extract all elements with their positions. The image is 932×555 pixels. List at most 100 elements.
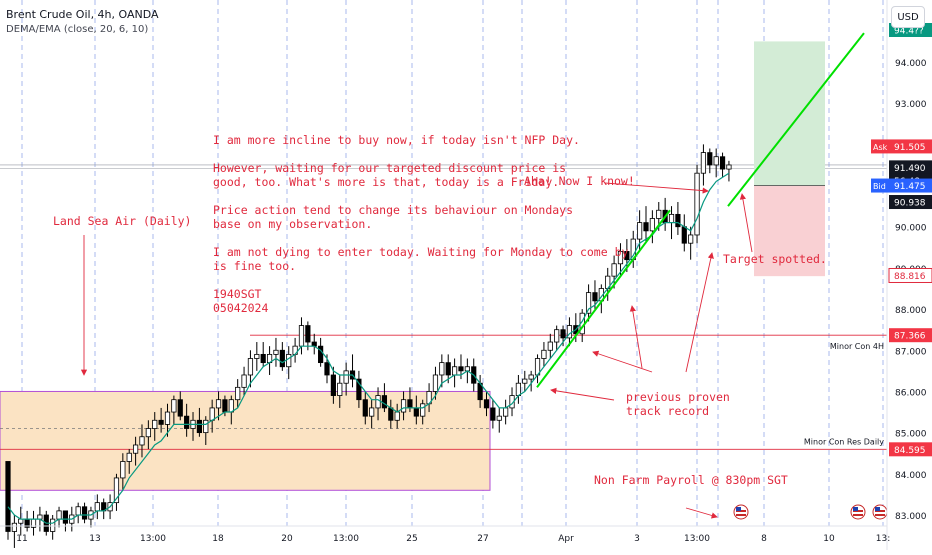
candle-body <box>241 374 247 388</box>
aha-annotation: Aha! Now I know! <box>524 174 635 188</box>
main-annotation: I am more incline to buy now, if today i… <box>213 133 629 315</box>
candle-body <box>707 152 713 166</box>
candle <box>318 337 324 367</box>
candle <box>547 333 553 359</box>
candle <box>522 370 528 392</box>
flag-stripe <box>875 514 885 516</box>
stop-zone <box>754 185 825 277</box>
ask-tag-bg <box>871 139 889 154</box>
candle <box>81 502 88 524</box>
minor-con-4h-price-bg <box>889 328 932 343</box>
ask-price-label: 91.505 <box>894 143 926 153</box>
candle-body <box>688 234 694 244</box>
candle-body <box>413 407 419 417</box>
candle-body <box>209 407 215 421</box>
candle <box>50 515 56 540</box>
candle <box>203 416 209 445</box>
candle <box>649 210 655 244</box>
candle-body <box>496 415 502 421</box>
candle <box>88 506 94 528</box>
candle <box>611 255 617 289</box>
candle-body <box>145 428 151 438</box>
candle-body <box>713 156 719 166</box>
y-tick-label: 93.000 <box>895 100 927 110</box>
candle <box>330 366 336 404</box>
candle <box>5 461 11 540</box>
candle <box>356 370 362 408</box>
candle-body <box>490 407 496 421</box>
bid-price-label: 91.475 <box>894 182 926 192</box>
candle-body <box>330 374 336 396</box>
symbol-title: Brent Crude Oil, 4h, OANDA <box>6 8 159 21</box>
x-tick-label: 18 <box>212 534 224 544</box>
trend-line-projection <box>727 32 865 207</box>
candle <box>349 354 356 388</box>
candle-body <box>528 374 534 380</box>
candle <box>24 510 30 532</box>
candle-body <box>18 518 24 524</box>
annotation-arrow <box>550 387 615 401</box>
candle <box>554 325 560 351</box>
candle-body <box>247 358 254 376</box>
y-tick-label: 85.000 <box>895 430 927 440</box>
candle <box>56 506 62 528</box>
candle-body <box>132 444 139 454</box>
candle <box>62 510 69 532</box>
trend-line-previous <box>536 209 671 388</box>
stop-price-label: 88.816 <box>894 272 926 282</box>
x-tick-label: 13: <box>876 534 890 544</box>
candle-body <box>560 329 566 339</box>
candle <box>343 362 349 396</box>
currency-button[interactable]: USD <box>891 6 925 28</box>
flag-canton <box>875 507 880 511</box>
candle <box>241 366 247 396</box>
candle <box>30 510 37 536</box>
candle <box>515 374 522 404</box>
minor-con-res-price-bg <box>889 442 932 457</box>
candle-body <box>311 341 317 347</box>
level-label-minor-con-4h: Minor Con 4H <box>830 342 884 351</box>
candle-body <box>62 510 69 524</box>
candle-body <box>120 461 126 479</box>
ema-line <box>7 172 730 524</box>
annotation-arrow <box>604 182 709 194</box>
minor-con-4h-price: 87.366 <box>894 332 926 342</box>
candle-body <box>592 292 598 302</box>
us-flag-icon <box>850 504 866 520</box>
annotation-arrow <box>685 252 714 373</box>
candle <box>490 399 496 429</box>
candle-body <box>649 218 655 232</box>
candle <box>184 403 190 437</box>
candle <box>451 358 458 388</box>
candle-body <box>139 436 145 446</box>
candle <box>681 214 687 252</box>
candle-body <box>324 362 330 376</box>
candle <box>694 164 700 244</box>
minor-con-res-price: 84.595 <box>894 446 926 456</box>
candle <box>362 391 368 425</box>
x-tick-label: 20 <box>281 534 293 544</box>
candle-body <box>50 518 56 532</box>
candle <box>75 502 81 524</box>
flag-canton <box>736 507 741 511</box>
candle <box>400 391 407 421</box>
candle <box>585 284 592 322</box>
candle-body <box>726 164 732 170</box>
ask-tag: Ask <box>873 143 888 152</box>
candle <box>18 506 24 536</box>
candle-body <box>611 263 617 277</box>
x-tick-label: 13:00 <box>684 534 710 544</box>
candle-body <box>5 461 11 532</box>
candle <box>158 407 164 433</box>
last-price-label: 91.490 <box>894 164 926 174</box>
candle-body <box>637 222 643 240</box>
candle <box>381 383 388 413</box>
candle-body <box>656 209 662 219</box>
flag-stripe <box>853 514 863 516</box>
last-price-label-bg <box>889 160 932 175</box>
x-tick-label: 13:00 <box>140 534 166 544</box>
candle <box>496 407 502 433</box>
candle-body <box>369 407 375 417</box>
candle-body <box>675 213 681 228</box>
